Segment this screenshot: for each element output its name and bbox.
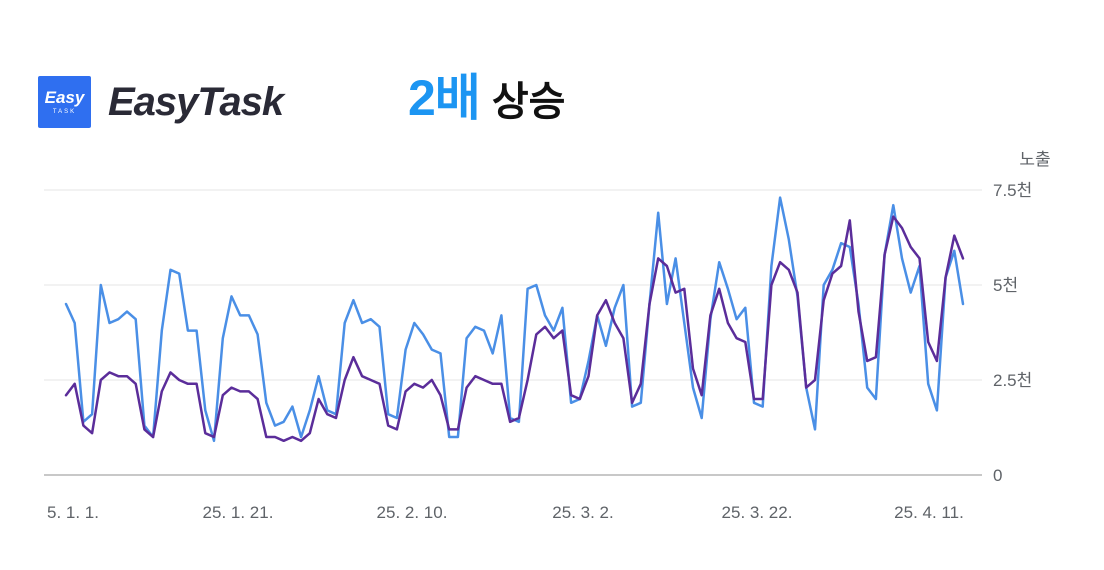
y-tick-label: 2.5천 [993, 371, 1032, 390]
y-tick-label: 0 [993, 466, 1002, 485]
brand-name: EasyTask [108, 80, 284, 124]
grid-lines [44, 189, 982, 476]
brand-logo: Easy TASK [38, 76, 91, 128]
headline-rest: 상승 [491, 80, 566, 124]
y-tick-label: 7.5천 [993, 181, 1032, 200]
series-line-dark [64, 215, 965, 443]
logo-subtext: TASK [52, 109, 77, 115]
headline-highlight: 2배 [408, 70, 481, 126]
x-tick-label: 5. 1. 1. [47, 503, 99, 522]
x-tick-labels: 5. 1. 1. 25. 1. 21. 25. 2. 10. 25. 3. 2. 25.… [47, 503, 964, 522]
y-tick-label: 5천 [993, 276, 1018, 295]
x-tick-label: 25. 3. 22. [722, 503, 793, 522]
headline: 2배 상승 [408, 66, 565, 143]
x-tick-label: 25. 4. 11. [894, 503, 964, 522]
x-tick-label: 25. 2. 10. [377, 503, 448, 522]
y-axis-title: 노출 [1019, 150, 1050, 169]
x-tick-label: 25. 1. 21. [203, 503, 274, 522]
x-tick-label: 25. 3. 2. [552, 503, 613, 522]
y-tick-labels: 0 2.5천 5천 7.5천 [993, 181, 1032, 485]
logo-text: Easy [44, 88, 85, 107]
series-lines [64, 196, 965, 443]
